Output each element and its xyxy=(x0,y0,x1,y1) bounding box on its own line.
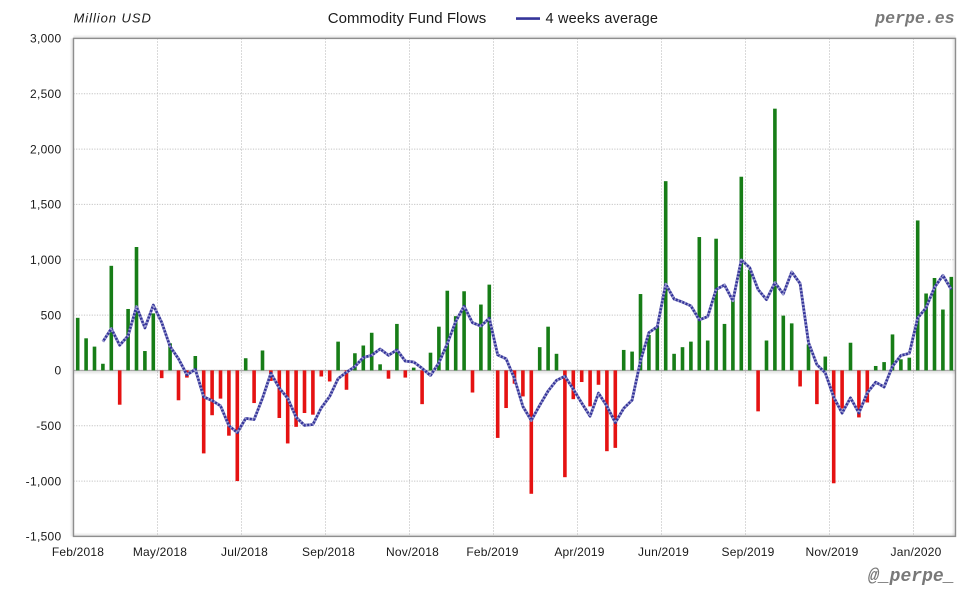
svg-text:Million USD: Million USD xyxy=(74,11,152,26)
svg-text:0: 0 xyxy=(55,364,62,378)
svg-text:2,500: 2,500 xyxy=(30,87,62,101)
svg-text:4 weeks average: 4 weeks average xyxy=(546,11,659,27)
svg-text:Nov/2019: Nov/2019 xyxy=(806,545,859,559)
svg-text:Sep/2018: Sep/2018 xyxy=(302,545,355,559)
svg-text:Jan/2020: Jan/2020 xyxy=(891,545,942,559)
svg-text:Nov/2018: Nov/2018 xyxy=(386,545,439,559)
svg-text:Sep/2019: Sep/2019 xyxy=(722,545,775,559)
svg-text:Apr/2019: Apr/2019 xyxy=(554,545,604,559)
svg-text:-1,000: -1,000 xyxy=(26,474,62,488)
svg-text:Jun/2019: Jun/2019 xyxy=(638,545,689,559)
svg-text:Commodity Fund Flows: Commodity Fund Flows xyxy=(328,10,487,27)
svg-text:-1,500: -1,500 xyxy=(26,530,62,544)
svg-text:500: 500 xyxy=(41,308,62,322)
svg-text:Feb/2018: Feb/2018 xyxy=(52,545,104,559)
svg-text:1,500: 1,500 xyxy=(30,198,62,212)
svg-text:@_perpe_: @_perpe_ xyxy=(868,567,954,587)
svg-text:-500: -500 xyxy=(36,419,61,433)
svg-text:3,000: 3,000 xyxy=(30,32,62,46)
svg-text:1,000: 1,000 xyxy=(30,253,62,267)
svg-text:Feb/2019: Feb/2019 xyxy=(466,545,518,559)
svg-text:May/2018: May/2018 xyxy=(133,545,187,559)
svg-text:perpe.es: perpe.es xyxy=(874,9,954,28)
svg-text:2,000: 2,000 xyxy=(30,142,62,156)
svg-text:Jul/2018: Jul/2018 xyxy=(221,545,268,559)
